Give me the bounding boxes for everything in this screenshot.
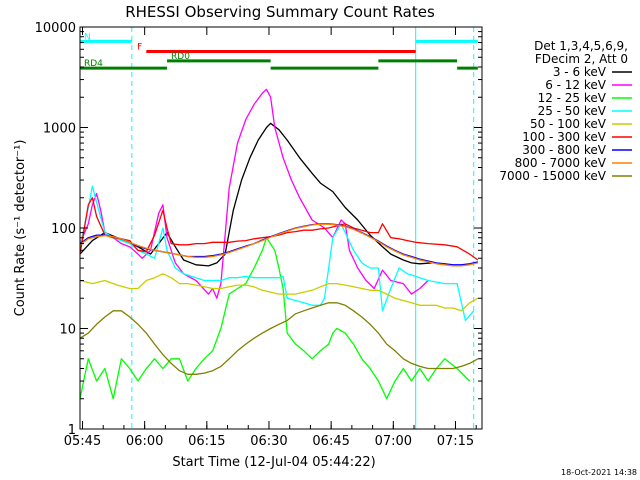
- legend-label-6-12-kev: 6 - 12 keV: [545, 78, 607, 92]
- legend-label-50-100-kev: 50 - 100 keV: [530, 117, 607, 131]
- state-label-n: N: [84, 32, 91, 42]
- plot-area: N F RD0 RD4: [79, 27, 479, 429]
- x-axis-label: Start Time (12-Jul-04 05:44:22): [172, 455, 375, 470]
- y-tick-label: 10000: [35, 21, 76, 36]
- series-line-50-100-kev: [79, 273, 479, 312]
- x-tick-label: 06:00: [126, 434, 163, 449]
- series-line-100-300-kev: [79, 197, 479, 261]
- x-tick-label: 06:15: [188, 434, 225, 449]
- legend: Det 1,3,4,5,6,9,FDecim 2, Att 03 - 6 keV…: [499, 39, 632, 183]
- series-line-6-12-kev: [79, 88, 429, 299]
- x-tick-label: 05:45: [64, 434, 101, 449]
- y-tick-label: 1000: [43, 122, 76, 137]
- plot-frame: [79, 26, 483, 430]
- y-tick-label: 10: [59, 323, 76, 338]
- legend-header: Det 1,3,4,5,6,9,: [534, 39, 628, 53]
- state-label-f: F: [137, 43, 142, 53]
- legend-label-3-6-kev: 3 - 6 keV: [553, 65, 607, 79]
- x-tick-label: 06:45: [312, 434, 349, 449]
- y-axis-label: Count Rate (s⁻¹ detector⁻¹): [13, 140, 28, 317]
- y-tick-label: 100: [51, 222, 76, 237]
- legend-label-7000-15000-kev: 7000 - 15000 keV: [499, 169, 606, 183]
- chart-title: RHESSI Observing Summary Count Rates: [125, 3, 435, 21]
- x-tick-label: 07:00: [375, 434, 412, 449]
- legend-header: FDecim 2, Att 0: [535, 52, 628, 66]
- legend-label-12-25-kev: 12 - 25 keV: [538, 91, 607, 105]
- state-label-rd4: RD4: [84, 59, 103, 69]
- legend-label-25-50-kev: 25 - 50 keV: [538, 104, 607, 118]
- series-lines: [79, 88, 479, 400]
- x-axis: 05:45 06:00 06:15 06:30 06:45 07:00 07:15: [64, 27, 477, 449]
- state-label-rd0: RD0: [171, 52, 190, 62]
- timestamp-label: 18-Oct-2021 14:38: [561, 468, 637, 477]
- legend-label-800-7000-kev: 800 - 7000 keV: [515, 156, 607, 170]
- series-line-12-25-kev: [79, 237, 471, 400]
- series-line-25-50-kev: [79, 185, 475, 322]
- series-line-300-800-kev: [79, 223, 479, 266]
- x-tick-label: 06:30: [250, 434, 287, 449]
- legend-label-100-300-kev: 100 - 300 keV: [522, 130, 606, 144]
- series-line-7000-15000-kev: [79, 302, 479, 375]
- legend-label-300-800-kev: 300 - 800 keV: [522, 143, 606, 157]
- y-axis: 1 10 100 1000 10000: [35, 21, 482, 438]
- vertical-markers: [131, 27, 475, 429]
- x-tick-label: 07:15: [437, 434, 474, 449]
- y-tick-label: 1: [68, 423, 76, 438]
- state-bars: N F RD0 RD4: [80, 32, 478, 70]
- series-line-800-7000-kev: [79, 223, 479, 267]
